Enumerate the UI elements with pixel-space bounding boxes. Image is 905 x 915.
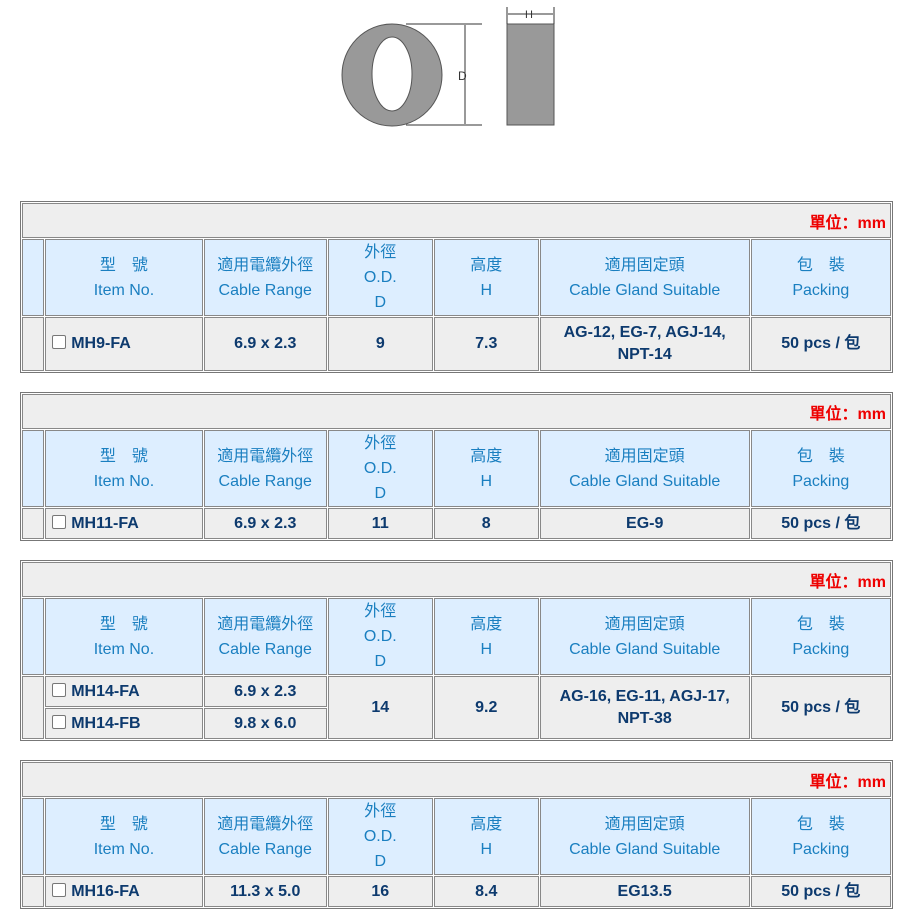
table-row: MH14-FB 9.8 x 6.0 — [22, 708, 891, 739]
header-cable: 適用電纜外徑 Cable Range — [203, 798, 327, 875]
item-cell: MH16-FA — [45, 876, 203, 907]
header-packing: 包 裝 Packing — [750, 239, 891, 316]
item-cell: MH11-FA — [45, 508, 203, 539]
gland-cell: AG-16, EG-11, AGJ-17, NPT-38 — [539, 676, 750, 739]
header-cable: 適用電纜外徑 Cable Range — [203, 430, 327, 507]
header-height: 高度 H — [433, 430, 539, 507]
item-checkbox[interactable] — [52, 882, 67, 897]
header-row: 型 號 Item No. 適用電纜外徑 Cable Range 外徑 O.D. D 高度… — [22, 598, 891, 675]
item-cell: MH9-FA — [45, 317, 203, 371]
od-cell: 9 — [327, 317, 433, 371]
item-cell: MH14-FB — [45, 708, 203, 739]
unit-label: 單位：mm — [22, 562, 891, 597]
header-packing: 包 裝 Packing — [750, 598, 891, 675]
cable-range-cell: 6.9 x 2.3 — [203, 317, 327, 371]
packing-cell: 50 pcs / 包 — [750, 876, 891, 907]
unit-label: 單位：mm — [22, 394, 891, 429]
item-checkbox[interactable] — [52, 514, 67, 529]
header-gland: 適用固定頭 Cable Gland Suitable — [539, 598, 750, 675]
header-height: 高度 H — [433, 598, 539, 675]
item-cell: MH14-FA — [45, 676, 203, 707]
header-od: 外徑 O.D. D — [327, 239, 433, 316]
header-item: 型 號 Item No. — [45, 239, 203, 316]
od-cell: 11 — [327, 508, 433, 539]
table-row: MH14-FA 6.9 x 2.3 14 9.2 AG-16, EG-11, AG… — [22, 676, 891, 739]
gland-cell: AG-12, EG-7, AGJ-14, NPT-14 — [539, 317, 750, 371]
spec-table: 單位：mm 型 號 Item No. 適用電纜外徑 Cable Range 外徑 O.… — [20, 392, 893, 541]
header-gland: 適用固定頭 Cable Gland Suitable — [539, 239, 750, 316]
table-row: MH16-FA 11.3 x 5.0 16 8.4 EG13.5 50 pcs /… — [22, 876, 891, 907]
header-item: 型 號 Item No. — [45, 798, 203, 875]
height-label: H — [525, 9, 533, 21]
unit-label: 單位：mm — [22, 762, 891, 797]
table-row: MH11-FA 6.9 x 2.3 11 8 EG-9 50 pcs / 包 — [22, 508, 891, 539]
height-cell: 8.4 — [433, 876, 539, 907]
height-cell: 7.3 — [433, 317, 539, 371]
item-checkbox[interactable] — [52, 714, 67, 729]
spec-table: 單位：mm 型 號 Item No. 適用電纜外徑 Cable Range 外徑 O.… — [20, 560, 893, 741]
header-packing: 包 裝 Packing — [750, 430, 891, 507]
header-cable: 適用電纜外徑 Cable Range — [203, 598, 327, 675]
item-checkbox[interactable] — [52, 335, 67, 349]
packing-cell: 50 pcs / 包 — [750, 508, 891, 539]
height-cell: 8 — [433, 508, 539, 539]
cable-range-cell: 11.3 x 5.0 — [203, 876, 327, 907]
header-cable: 適用電纜外徑 Cable Range — [203, 239, 327, 316]
header-height: 高度 H — [433, 239, 539, 316]
header-row: 型 號 Item No. 適用電纜外徑 Cable Range 外徑 O.D. D 高度… — [22, 798, 891, 875]
product-dimension-diagram: D H — [341, 7, 555, 127]
header-od: 外徑 O.D. D — [327, 598, 433, 675]
table-row: MH9-FA 6.9 x 2.3 9 7.3 AG-12, EG-7, AGJ-1… — [22, 317, 891, 371]
header-gland: 適用固定頭 Cable Gland Suitable — [539, 430, 750, 507]
item-checkbox[interactable] — [52, 682, 67, 697]
header-gland: 適用固定頭 Cable Gland Suitable — [539, 798, 750, 875]
header-od: 外徑 O.D. D — [327, 798, 433, 875]
gland-cell: EG13.5 — [539, 876, 750, 907]
header-row: 型 號 Item No. 適用電纜外徑 Cable Range 外徑 O.D. D 高度… — [22, 239, 891, 316]
header-od: 外徑 O.D. D — [327, 430, 433, 507]
spec-table: 單位：mm 型 號 Item No. 適用電纜外徑 Cable Range 外徑 O.… — [20, 760, 893, 909]
header-item: 型 號 Item No. — [45, 430, 203, 507]
header-height: 高度 H — [433, 798, 539, 875]
cable-range-cell: 6.9 x 2.3 — [203, 676, 327, 707]
header-packing: 包 裝 Packing — [750, 798, 891, 875]
unit-label: 單位：mm — [22, 203, 891, 238]
header-item: 型 號 Item No. — [45, 598, 203, 675]
gland-cell: EG-9 — [539, 508, 750, 539]
spec-table: 單位：mm 型 號 Item No. 適用電纜外徑 Cable Range 外徑 O.… — [20, 201, 893, 373]
packing-cell: 50 pcs / 包 — [750, 317, 891, 371]
od-cell: 16 — [327, 876, 433, 907]
od-cell: 14 — [327, 676, 433, 739]
cable-range-cell: 6.9 x 2.3 — [203, 508, 327, 539]
cable-range-cell: 9.8 x 6.0 — [203, 708, 327, 739]
header-row: 型 號 Item No. 適用電纜外徑 Cable Range 外徑 O.D. D 高度… — [22, 430, 891, 507]
diameter-label: D — [458, 69, 467, 83]
height-cell: 9.2 — [433, 676, 539, 739]
packing-cell: 50 pcs / 包 — [750, 676, 891, 739]
